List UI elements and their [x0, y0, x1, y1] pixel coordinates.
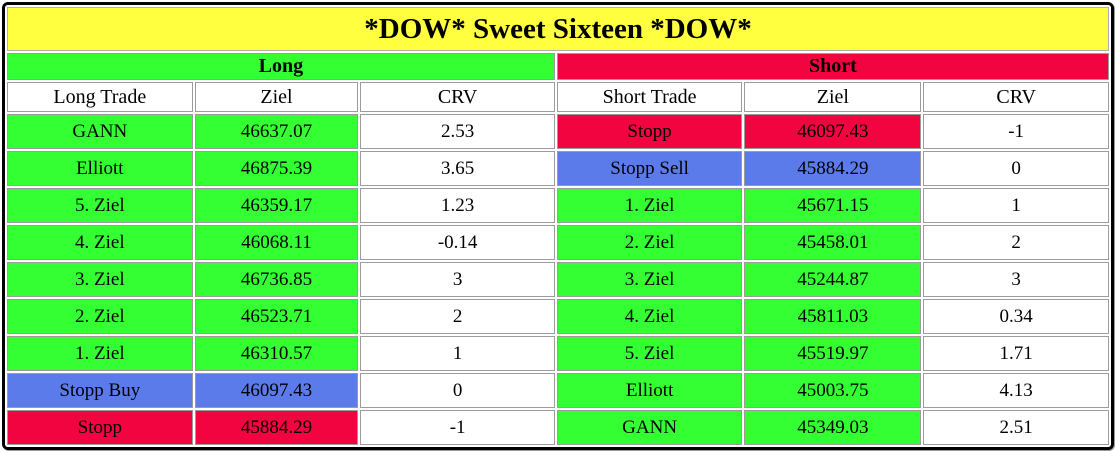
long-ziel-cell: 46736.85 [194, 262, 359, 297]
table-row: 1. Ziel 46310.57 1 5. Ziel 45519.97 1.71 [7, 336, 1109, 371]
long-trade-cell: 3. Ziel [7, 262, 193, 297]
table-row: 2. Ziel 46523.71 2 4. Ziel 45811.03 0.34 [7, 299, 1109, 334]
long-crv-cell: 1.23 [360, 188, 555, 223]
table-row: 5. Ziel 46359.17 1.23 1. Ziel 45671.15 1 [7, 188, 1109, 223]
long-crv-cell: 3 [360, 262, 555, 297]
short-crv-cell: 0 [923, 151, 1109, 186]
long-ziel-cell: 46523.71 [194, 299, 359, 334]
long-crv-cell: 2 [360, 299, 555, 334]
short-crv-cell: -1 [923, 114, 1109, 149]
long-ziel-cell: 46637.07 [194, 114, 359, 149]
short-trade-cell: Stopp Sell [556, 151, 743, 186]
table-row: 4. Ziel 46068.11 -0.14 2. Ziel 45458.01 2 [7, 225, 1109, 260]
short-ziel-cell: 45349.03 [744, 410, 922, 445]
long-crv-cell: 2.53 [360, 114, 555, 149]
table-row: Stopp 45884.29 -1 GANN 45349.03 2.51 [7, 410, 1109, 445]
table-row: GANN 46637.07 2.53 Stopp 46097.43 -1 [7, 114, 1109, 149]
short-trade-cell: Stopp [556, 114, 743, 149]
col-header-long-ziel: Ziel [194, 82, 359, 112]
short-ziel-cell: 45003.75 [744, 373, 922, 408]
long-ziel-cell: 46068.11 [194, 225, 359, 260]
short-crv-cell: 0.34 [923, 299, 1109, 334]
col-header-long-trade: Long Trade [7, 82, 193, 112]
long-crv-cell: 1 [360, 336, 555, 371]
long-trade-cell: Elliott [7, 151, 193, 186]
long-trade-cell: 4. Ziel [7, 225, 193, 260]
column-header-row: Long Trade Ziel CRV Short Trade Ziel CRV [7, 82, 1109, 112]
long-crv-cell: -1 [360, 410, 555, 445]
long-ziel-cell: 46359.17 [194, 188, 359, 223]
short-trade-cell: 3. Ziel [556, 262, 743, 297]
short-ziel-cell: 45884.29 [744, 151, 922, 186]
short-trade-cell: GANN [556, 410, 743, 445]
short-crv-cell: 1.71 [923, 336, 1109, 371]
col-header-short-crv: CRV [923, 82, 1109, 112]
short-ziel-cell: 45519.97 [744, 336, 922, 371]
short-ziel-cell: 46097.43 [744, 114, 922, 149]
long-crv-cell: -0.14 [360, 225, 555, 260]
short-trade-cell: 4. Ziel [556, 299, 743, 334]
short-crv-cell: 2 [923, 225, 1109, 260]
long-crv-cell: 3.65 [360, 151, 555, 186]
long-trade-cell: 5. Ziel [7, 188, 193, 223]
long-ziel-cell: 46097.43 [194, 373, 359, 408]
short-group-header: Short [556, 53, 1109, 80]
col-header-short-trade: Short Trade [556, 82, 743, 112]
long-trade-cell: Stopp Buy [7, 373, 193, 408]
table-row: 3. Ziel 46736.85 3 3. Ziel 45244.87 3 [7, 262, 1109, 297]
short-trade-cell: 1. Ziel [556, 188, 743, 223]
short-crv-cell: 2.51 [923, 410, 1109, 445]
table-row: Elliott 46875.39 3.65 Stopp Sell 45884.29 0 [7, 151, 1109, 186]
long-ziel-cell: 46875.39 [194, 151, 359, 186]
col-header-long-crv: CRV [360, 82, 555, 112]
short-trade-cell: 5. Ziel [556, 336, 743, 371]
short-ziel-cell: 45244.87 [744, 262, 922, 297]
short-trade-cell: Elliott [556, 373, 743, 408]
long-trade-cell: 1. Ziel [7, 336, 193, 371]
long-crv-cell: 0 [360, 373, 555, 408]
short-crv-cell: 3 [923, 262, 1109, 297]
long-trade-cell: Stopp [7, 410, 193, 445]
long-trade-cell: GANN [7, 114, 193, 149]
long-trade-cell: 2. Ziel [7, 299, 193, 334]
sweet-sixteen-table: *DOW* Sweet Sixteen *DOW* Long Short Lon… [5, 5, 1111, 447]
table-row: Stopp Buy 46097.43 0 Elliott 45003.75 4.13 [7, 373, 1109, 408]
short-crv-cell: 4.13 [923, 373, 1109, 408]
col-header-short-ziel: Ziel [744, 82, 922, 112]
short-crv-cell: 1 [923, 188, 1109, 223]
page-title: *DOW* Sweet Sixteen *DOW* [7, 7, 1109, 51]
long-ziel-cell: 45884.29 [194, 410, 359, 445]
short-ziel-cell: 45671.15 [744, 188, 922, 223]
short-trade-cell: 2. Ziel [556, 225, 743, 260]
long-group-header: Long [7, 53, 555, 80]
long-ziel-cell: 46310.57 [194, 336, 359, 371]
group-header-row: Long Short [7, 53, 1109, 80]
short-ziel-cell: 45811.03 [744, 299, 922, 334]
short-ziel-cell: 45458.01 [744, 225, 922, 260]
title-row: *DOW* Sweet Sixteen *DOW* [7, 7, 1109, 51]
